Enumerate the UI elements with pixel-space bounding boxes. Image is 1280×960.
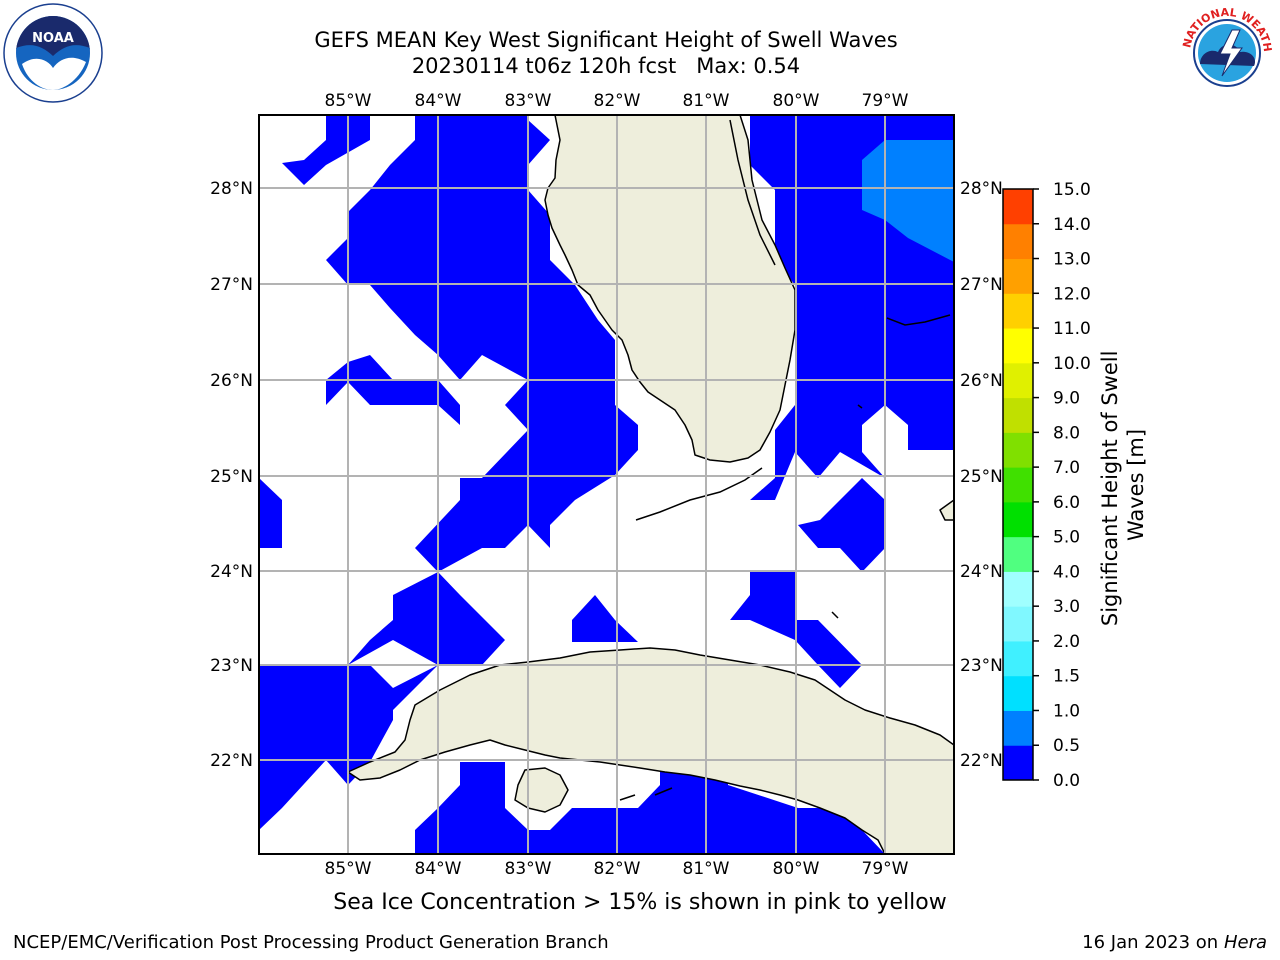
lat-labels-right: 28°N 27°N 26°N 25°N 24°N 23°N 22°N [960, 179, 1003, 771]
swell-region-yucatan [259, 572, 505, 830]
svg-text:NOAA: NOAA [32, 31, 74, 46]
lat-label: 25°N [210, 467, 253, 487]
colorbar-segment [1003, 571, 1033, 607]
swell-region-caribbean [415, 762, 885, 854]
lon-label: 80°W [773, 859, 820, 879]
map-title: GEFS MEAN Key West Significant Height of… [314, 28, 898, 52]
graticule [259, 115, 954, 854]
footer-branch: NCEP/EMC/Verification Post Processing Pr… [13, 932, 609, 953]
lat-label: 22°N [210, 751, 253, 771]
lat-label: 23°N [960, 656, 1003, 676]
colorbar-segment [1003, 710, 1033, 746]
andros-island [939, 499, 954, 521]
colorbar-tick-label: 0.0 [1053, 771, 1080, 791]
colorbar-segment [1003, 432, 1033, 468]
colorbar-segment [1003, 258, 1033, 294]
lon-label: 85°W [325, 91, 372, 111]
swell-region-straits-mid [572, 595, 638, 642]
colorbar-segment [1003, 675, 1033, 711]
lon-labels-top: 85°W 84°W 83°W 82°W 81°W 80°W 79°W [325, 91, 909, 111]
lon-label: 82°W [594, 859, 641, 879]
lon-label: 81°W [683, 91, 730, 111]
colorbar-tick-label: 6.0 [1053, 493, 1080, 513]
lon-label: 80°W [773, 91, 820, 111]
map-frame [258, 114, 955, 855]
colorbar-tick-label: 14.0 [1053, 215, 1091, 235]
lon-label: 84°W [415, 91, 462, 111]
lon-label: 79°W [862, 859, 909, 879]
colorbar-tick-label: 9.0 [1053, 389, 1080, 409]
lat-label: 26°N [210, 371, 253, 391]
colorbar-segment [1003, 293, 1033, 329]
lon-label: 83°W [505, 859, 552, 879]
colorbar-label-line1: Significant Height of Swell [1098, 351, 1122, 627]
lat-label: 24°N [960, 562, 1003, 582]
lon-label: 79°W [862, 91, 909, 111]
swell-region-bahamas [798, 478, 885, 572]
lat-label: 26°N [960, 371, 1003, 391]
colorbar-tick-label: 1.5 [1053, 667, 1080, 687]
colorbar-segment [1003, 189, 1033, 225]
swell-region-gulf-central [326, 115, 638, 572]
colorbar-tick-label: 2.0 [1053, 632, 1080, 652]
lat-label: 25°N [960, 467, 1003, 487]
lon-label: 83°W [505, 91, 552, 111]
lon-label: 84°W [415, 859, 462, 879]
colorbar-segment [1003, 501, 1033, 538]
colorbar-tick-label: 8.0 [1053, 423, 1080, 443]
lat-label: 22°N [960, 751, 1003, 771]
coastline-details [619, 119, 951, 801]
footer-host: Hera [1223, 932, 1267, 953]
lat-label: 28°N [210, 179, 253, 199]
footer-date-text: 16 Jan 2023 on [1082, 932, 1219, 953]
lat-label: 27°N [960, 275, 1003, 295]
lat-labels-left: 28°N 27°N 26°N 25°N 24°N 23°N 22°N [210, 179, 253, 771]
isla-de-la-juventud [514, 767, 569, 813]
sea-ice-note: Sea Ice Concentration > 15% is shown in … [333, 890, 947, 915]
colorbar-tick-label: 1.0 [1053, 701, 1080, 721]
colorbar-segment [1003, 223, 1033, 260]
lon-label: 82°W [594, 91, 641, 111]
colorbar-segment [1003, 536, 1033, 572]
colorbar-segment [1003, 362, 1033, 399]
colorbar-label-line2: Waves [m] [1124, 429, 1148, 541]
colorbar-tick-label: 10.0 [1053, 354, 1091, 374]
colorbar-tick-label: 0.5 [1053, 736, 1080, 756]
lon-label: 81°W [683, 859, 730, 879]
colorbar-tick-label: 4.0 [1053, 562, 1080, 582]
map-area [259, 115, 954, 854]
colorbar-tick-label: 13.0 [1053, 250, 1091, 270]
colorbar-segment [1003, 640, 1033, 677]
map-subtitle: 20230114 t06z 120h fcst Max: 0.54 [411, 54, 801, 78]
colorbar-tick-label: 5.0 [1053, 528, 1080, 548]
noaa-logo-icon: NOAA [3, 3, 103, 103]
colorbar-tick-label: 7.0 [1053, 458, 1080, 478]
lat-label: 28°N [960, 179, 1003, 199]
colorbar-tick-label: 12.0 [1053, 284, 1091, 304]
colorbar-segment [1003, 397, 1033, 433]
colorbar-segment [1003, 328, 1033, 364]
lat-label: 24°N [210, 562, 253, 582]
colorbar-tick-label: 15.0 [1053, 180, 1091, 200]
lon-labels-bottom: 85°W 84°W 83°W 82°W 81°W 80°W 79°W [325, 859, 909, 879]
colorbar-frame [1002, 188, 1034, 781]
colorbar-segment [1003, 606, 1033, 642]
nws-logo-icon: NATIONAL WEATHER SERVICE [1176, 2, 1276, 102]
swell-region-gulf-west [326, 355, 460, 425]
colorbar-label: Significant Height of Swell Waves [m] [1098, 344, 1148, 626]
colorbar: 0.0 0.5 1.0 1.5 2.0 3.0 4.0 5.0 6.0 7.0 8.0 9.0 10.0… [1002, 180, 1091, 791]
swell-region-west-edge [259, 478, 282, 548]
colorbar-tick-label: 3.0 [1053, 597, 1080, 617]
lat-label: 27°N [210, 275, 253, 295]
footer-date: 16 Jan 2023 on Hera [1082, 932, 1267, 953]
lat-label: 23°N [210, 656, 253, 676]
colorbar-segment [1003, 745, 1033, 781]
colorbar-segment [1003, 467, 1033, 503]
colorbar-tick-label: 11.0 [1053, 319, 1091, 339]
lon-label: 85°W [325, 859, 372, 879]
